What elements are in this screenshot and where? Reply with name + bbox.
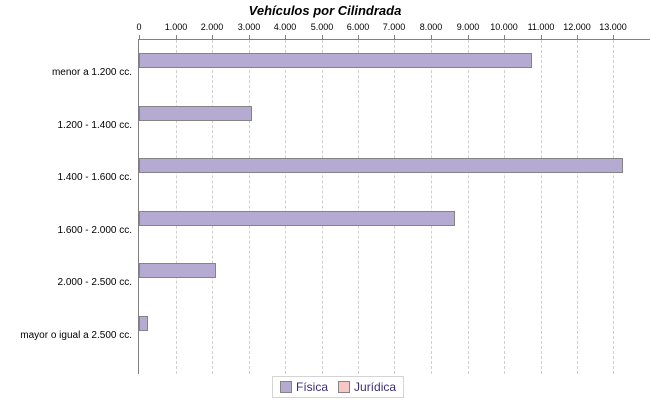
fisica-swatch (280, 381, 292, 393)
category-label: menor a 1.200 cc. (51, 67, 132, 78)
legend-label-juridica: Jurídica (354, 380, 397, 394)
x-tick-mark (613, 35, 614, 40)
x-tick-mark (249, 35, 250, 40)
x-tick-mark (394, 35, 395, 40)
legend-item-juridica: Jurídica (338, 380, 396, 394)
x-tick-label: 6.000 (346, 22, 370, 32)
x-tick-label: 4.000 (273, 22, 297, 32)
bar-fisica (139, 158, 623, 174)
x-tick-mark (541, 35, 542, 40)
gridline (394, 40, 395, 374)
gridline (468, 40, 469, 374)
x-tick-mark (176, 35, 177, 40)
x-tick-label: 7.000 (382, 22, 406, 32)
category-label: 2.000 - 2.500 cc. (57, 277, 133, 289)
category-label: 1.200 - 1.400 cc. (57, 119, 133, 131)
x-tick-label: 5.000 (310, 22, 334, 32)
legend-item-fisica: Física (280, 380, 328, 394)
gridline (504, 40, 505, 374)
category-label: 1.600 - 2.000 cc. (57, 224, 133, 236)
category-label: 1.400 - 1.600 cc. (57, 172, 133, 184)
gridline (322, 40, 323, 374)
x-tick-mark (285, 35, 286, 40)
x-tick-label: 12.000 (563, 22, 591, 32)
gridline (249, 40, 250, 374)
x-tick-label: 1.000 (164, 22, 188, 32)
x-tick-mark (139, 35, 140, 40)
chart-title: Vehículos por Cilindrada (248, 3, 402, 18)
gridline (358, 40, 359, 374)
x-tick-mark (358, 35, 359, 40)
x-tick-mark (468, 35, 469, 40)
x-tick-label: 11.000 (527, 22, 555, 32)
plot-area: 0 1.000 2.000 3.000 4.000 5.000 6.000 7.000 8.00… (136, 22, 650, 374)
bar-fisica (139, 53, 532, 68)
bar-fisica (139, 210, 455, 226)
legend: Física Jurídica (272, 376, 405, 398)
x-tick-mark (322, 35, 323, 40)
gridline (285, 40, 286, 374)
x-tick-label: 13.000 (599, 22, 627, 32)
juridica-swatch (338, 381, 351, 393)
x-tick-label: 8.000 (419, 22, 443, 32)
x-tick-label: 0 (136, 22, 142, 32)
gridline (613, 40, 614, 374)
bar-fisica (139, 263, 216, 279)
x-tick-mark (431, 35, 432, 40)
x-tick-mark (577, 35, 578, 40)
gridline (541, 40, 542, 374)
x-tick-label: 3.000 (237, 22, 261, 32)
gridline (431, 40, 432, 374)
gridline (577, 40, 578, 374)
legend-label-fisica: Física (296, 380, 329, 394)
x-tick-label: 9.000 (456, 22, 480, 32)
x-tick-label: 2.000 (200, 22, 224, 32)
bar-fisica (139, 105, 252, 121)
gridline (212, 40, 213, 374)
gridline (176, 40, 177, 374)
x-tick-mark (504, 35, 505, 40)
bar-fisica (139, 316, 148, 331)
category-label: mayor o igual a 2.500 cc. (20, 330, 132, 341)
x-tick-mark (212, 35, 213, 40)
x-tick-label: 10.000 (490, 22, 518, 32)
